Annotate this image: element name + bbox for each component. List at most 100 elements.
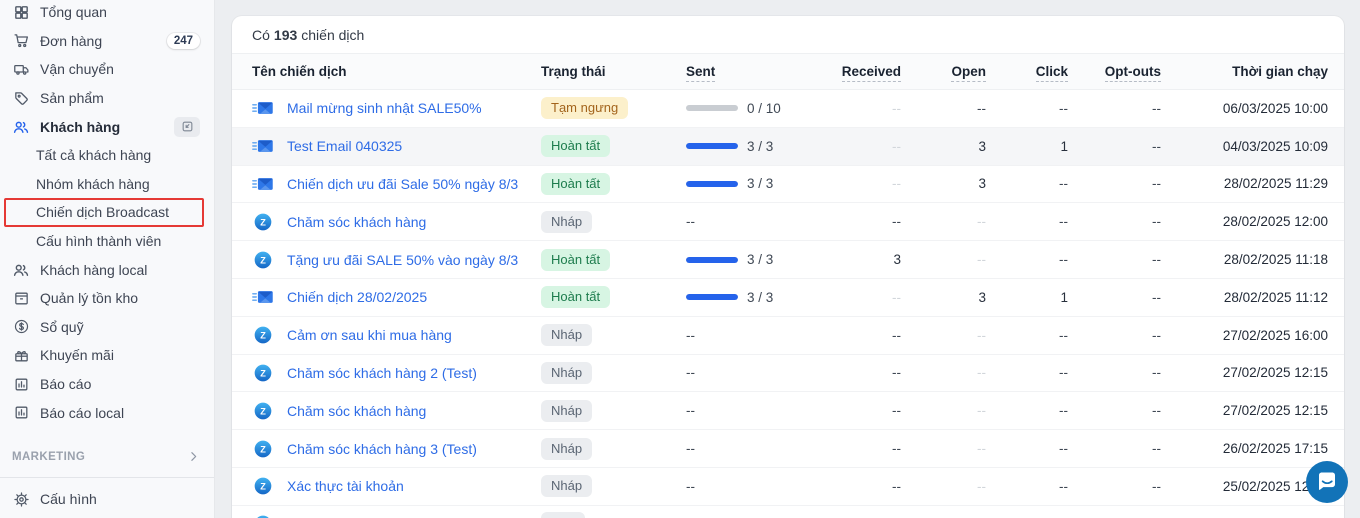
column-header-status: Trạng thái (541, 64, 606, 79)
campaign-row[interactable]: Z Tặng ưu đãi SALE 50% vào ngày 8/3 Hoàn… (232, 241, 1344, 279)
sent-cell: -- (686, 479, 790, 494)
open-panel-icon (181, 120, 194, 133)
click-value: 1 (1060, 289, 1068, 305)
sent-cell: 3 / 3 (686, 290, 790, 305)
campaign-name-link[interactable]: Mail mừng sinh nhật SALE50% (287, 100, 482, 117)
opt-outs-value: -- (1152, 100, 1161, 116)
chat-launcher-button[interactable] (1306, 461, 1348, 503)
zalo-campaign-icon: Z (252, 475, 274, 497)
count-value: 193 (273, 26, 298, 43)
sidebar-item-cau-hinh[interactable]: Cấu hình (0, 485, 214, 514)
sent-count: -- (686, 327, 695, 343)
inventory-icon (12, 289, 30, 307)
sidebar-item-tat-ca-khach-hang[interactable]: Tất cả khách hàng (0, 141, 214, 170)
opt-outs-value: -- (1152, 441, 1161, 457)
status-badge: Nháp (541, 361, 593, 384)
campaign-row[interactable]: Chiến dịch 28/02/2025 Hoàn tất 3 / 3 -- … (232, 279, 1344, 317)
campaign-name-link[interactable]: Chăm sóc khách hàng 3 (Test) (287, 440, 477, 457)
campaign-name-link[interactable]: Tặng ưu đãi SALE 50% vào ngày 8/3 (287, 251, 519, 268)
sent-cell: 3 / 3 (686, 252, 790, 267)
sidebar-item-san-pham[interactable]: Sản phẩm (0, 84, 214, 113)
run-time-value: 28/02/2025 11:29 (1223, 176, 1328, 192)
sent-cell: -- (686, 328, 790, 343)
status-badge: Nháp (541, 475, 593, 498)
sidebar-item-van-chuyen[interactable]: Vận chuyển (0, 55, 214, 84)
campaign-row[interactable]: Z Xác thực tài khoản Nháp -- -- -- -- --… (232, 468, 1344, 506)
sent-count: -- (686, 403, 695, 419)
report-chart-icon (12, 404, 30, 422)
order-count-badge: 247 (166, 32, 200, 49)
sent-cell: -- (686, 441, 790, 456)
sidebar-item-quan-ly-ton-kho[interactable]: Quản lý tồn kho (0, 284, 214, 313)
received-value: -- (892, 441, 901, 457)
sidebar-item-don-hang[interactable]: Đơn hàng 247 (0, 27, 214, 56)
campaign-name-link[interactable]: Test Email 040325 (287, 138, 403, 155)
run-time-value: 25/02/2025 12:15 (1222, 478, 1328, 494)
email-campaign-icon (252, 97, 274, 119)
users-icon (12, 261, 30, 279)
sidebar: Tổng quan Đơn hàng 247 Vận chuyển Sả (0, 0, 215, 518)
section-label: MARKETING (12, 450, 86, 463)
sidebar-item-nhom-khach-hang[interactable]: Nhóm khách hàng (0, 170, 214, 199)
campaign-name-link[interactable]: Chăm sóc khách hàng (287, 402, 427, 419)
campaign-row[interactable]: Test Email 040325 Hoàn tất 3 / 3 -- 3 1 … (232, 127, 1344, 166)
table-body: Mail mừng sinh nhật SALE50% Tạm ngưng 0 … (232, 90, 1344, 518)
campaign-name-link[interactable]: Xác thực tài khoản (287, 478, 404, 495)
open-panel-button[interactable] (174, 116, 200, 137)
sent-count: 3 / 3 (747, 252, 774, 268)
svg-text:Z: Z (260, 217, 266, 227)
campaign-name-link[interactable]: Chăm sóc khách hàng 2 (Test) (287, 364, 477, 381)
campaign-name-link[interactable]: Chiến dịch ưu đãi Sale 50% ngày 8/3 (287, 175, 519, 192)
column-header-sent[interactable]: Sent (686, 64, 790, 82)
campaign-row[interactable]: Z Cảm ơn sau khi mua hàng Nháp -- -- -- … (232, 317, 1344, 355)
run-time-value: 28/02/2025 11:18 (1223, 252, 1328, 268)
sidebar-item-so-quy[interactable]: Sổ quỹ (0, 313, 214, 342)
zalo-campaign-icon: Z (252, 362, 274, 384)
sidebar-item-chien-dich-broadcast[interactable]: Chiến dịch Broadcast (4, 198, 204, 227)
sidebar-item-label: Báo cáo local (40, 404, 125, 421)
sidebar-item-tong-quan[interactable]: Tổng quan (0, 0, 214, 27)
truck-icon (12, 60, 30, 78)
opt-outs-value: -- (1152, 138, 1161, 154)
click-value: -- (1059, 441, 1068, 457)
sidebar-item-khach-hang[interactable]: Khách hàng (0, 112, 214, 141)
cart-icon (12, 32, 30, 50)
zalo-campaign-icon: Z (252, 249, 274, 271)
campaign-name-link[interactable]: Cảm ơn sau khi mua hàng (287, 327, 452, 344)
sidebar-item-khuyen-mai[interactable]: Khuyến mãi (0, 341, 214, 370)
sidebar-item-bao-cao-local[interactable]: Báo cáo local (0, 398, 214, 427)
opt-outs-value: -- (1152, 289, 1161, 305)
zalo-campaign-icon: Z (252, 400, 274, 422)
sidebar-item-cau-hinh-thanh-vien[interactable]: Cấu hình thành viên (0, 227, 214, 256)
campaign-row[interactable]: Z Chăm sóc khách hàng 2 (Test) Nháp -- -… (232, 355, 1344, 393)
sent-cell: 3 / 3 (686, 176, 790, 191)
campaign-name-link[interactable]: Chăm sóc khách hàng (287, 213, 427, 230)
run-time-value: 27/02/2025 12:15 (1222, 365, 1328, 381)
campaign-row[interactable]: Mail mừng sinh nhật SALE50% Tạm ngưng 0 … (232, 90, 1344, 128)
column-header-received[interactable]: Received (790, 64, 901, 82)
open-value: -- (977, 478, 986, 494)
column-header-name: Tên chiến dịch (252, 64, 347, 79)
sidebar-section-marketing[interactable]: MARKETING (0, 443, 214, 471)
received-value: 3 (893, 252, 901, 268)
sidebar-item-label: Cấu hình (40, 491, 97, 508)
svg-text:Z: Z (260, 255, 266, 265)
sidebar-item-khach-hang-local[interactable]: Khách hàng local (0, 255, 214, 284)
click-value: -- (1059, 252, 1068, 268)
campaign-row[interactable]: Z Chăm sóc khách hàng Nháp -- -- -- -- -… (232, 203, 1344, 242)
opt-outs-value: -- (1152, 176, 1161, 192)
chat-bubble-icon (1306, 461, 1348, 503)
campaign-row[interactable]: Chiến dịch ưu đãi Sale 50% ngày 8/3 Hoàn… (232, 166, 1344, 204)
column-header-open[interactable]: Open (901, 64, 986, 82)
column-header-opt-outs[interactable]: Opt-outs (1068, 64, 1161, 82)
sidebar-item-bao-cao[interactable]: Báo cáo (0, 370, 214, 399)
campaign-row[interactable]: Z Chăm sóc khách hàng 3 (Test) Nháp -- -… (232, 430, 1344, 468)
campaign-name-link[interactable]: Chiến dịch 28/02/2025 (287, 289, 428, 306)
run-time-value: 27/02/2025 16:00 (1222, 327, 1328, 343)
campaign-row[interactable]: Z Chăm sóc khách hàng Nháp -- -- -- -- -… (232, 392, 1344, 431)
users-icon (12, 118, 30, 136)
campaign-row[interactable]: Z (232, 506, 1344, 518)
column-header-click[interactable]: Click (986, 64, 1068, 82)
main-content: Có 193 chiến dịch Tên chiến dịch Trạng t… (216, 0, 1360, 518)
sidebar-item-label: Tất cả khách hàng (36, 147, 152, 164)
